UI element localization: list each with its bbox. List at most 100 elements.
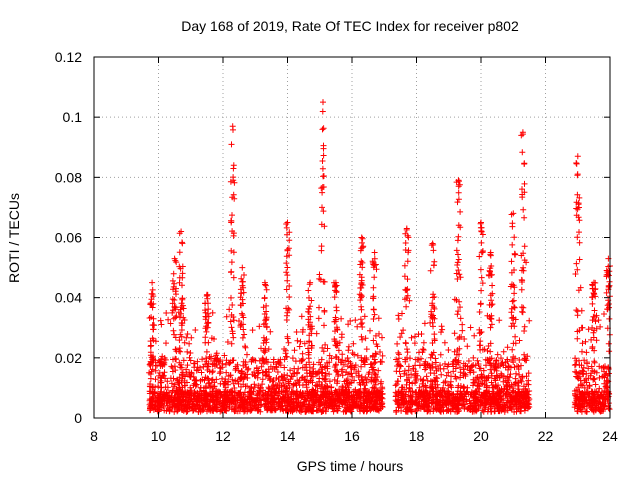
data-point — [450, 368, 457, 375]
data-point — [477, 266, 484, 273]
data-point — [151, 403, 158, 410]
data-point — [284, 264, 291, 271]
data-point — [358, 239, 365, 246]
data-point — [492, 408, 498, 415]
data-point — [412, 389, 419, 396]
data-point — [487, 249, 494, 256]
data-point — [585, 326, 592, 333]
data-point — [324, 384, 330, 391]
data-point — [488, 297, 495, 304]
data-point — [184, 331, 191, 337]
data-point — [168, 380, 175, 387]
data-point — [315, 315, 322, 322]
data-point — [294, 337, 301, 344]
data-point — [518, 286, 525, 293]
data-point — [453, 405, 460, 412]
data-point — [522, 357, 529, 364]
data-point — [343, 369, 349, 376]
data-point — [167, 375, 174, 382]
data-point — [333, 289, 340, 296]
data-point — [359, 264, 366, 271]
data-point — [236, 318, 242, 324]
data-point — [168, 392, 175, 399]
data-point — [347, 317, 354, 324]
data-point — [162, 356, 169, 363]
data-point — [372, 371, 379, 378]
data-point — [457, 315, 464, 322]
data-point — [596, 374, 603, 381]
x-tick-label: 24 — [602, 428, 618, 444]
data-point — [255, 402, 262, 408]
data-point — [200, 388, 207, 395]
data-point — [318, 409, 325, 415]
data-point — [240, 314, 247, 321]
data-point — [222, 392, 229, 399]
data-point — [159, 353, 166, 360]
data-point — [260, 340, 267, 346]
data-point — [345, 347, 352, 354]
data-point — [453, 247, 460, 254]
data-point — [284, 246, 291, 253]
data-point — [450, 391, 457, 398]
data-point — [297, 338, 304, 345]
data-point — [454, 408, 461, 415]
data-point — [228, 247, 235, 254]
data-point — [319, 408, 326, 415]
data-point — [223, 313, 230, 320]
data-point — [176, 249, 183, 256]
data-point — [392, 382, 399, 389]
data-point — [195, 403, 201, 410]
data-point — [290, 381, 297, 388]
data-point — [227, 372, 234, 379]
y-tick-label: 0.12 — [55, 49, 82, 65]
data-point — [308, 323, 315, 330]
data-point — [336, 403, 343, 410]
data-point — [227, 318, 234, 325]
data-point — [393, 381, 400, 388]
data-point — [303, 408, 310, 415]
data-point — [479, 231, 486, 238]
data-point — [356, 379, 363, 386]
data-point — [230, 230, 237, 237]
data-point — [178, 310, 184, 317]
data-point — [228, 269, 234, 276]
data-point — [595, 389, 602, 396]
data-point — [441, 339, 448, 346]
data-point — [454, 276, 461, 282]
data-point — [324, 345, 331, 352]
data-point — [486, 356, 493, 362]
data-point — [455, 267, 462, 274]
data-point — [498, 388, 505, 395]
data-point — [184, 362, 191, 369]
data-point — [477, 300, 484, 307]
data-point — [307, 319, 313, 326]
data-point — [287, 367, 294, 374]
data-point — [454, 259, 461, 266]
data-point — [521, 351, 528, 358]
data-point — [261, 349, 268, 356]
data-point — [315, 403, 322, 410]
data-point — [269, 391, 276, 398]
data-point — [500, 373, 507, 380]
data-point — [369, 259, 376, 266]
data-point — [485, 271, 492, 278]
data-point — [601, 311, 607, 317]
data-point — [266, 377, 273, 384]
data-point — [229, 398, 235, 405]
data-point — [219, 403, 226, 409]
data-point — [280, 394, 287, 401]
data-point — [595, 317, 602, 324]
data-point — [478, 329, 485, 335]
data-point — [190, 407, 197, 413]
data-point — [187, 357, 194, 364]
data-point — [574, 171, 581, 178]
data-point — [197, 377, 204, 384]
data-point — [396, 402, 403, 409]
data-point — [370, 366, 377, 373]
data-point — [412, 408, 419, 415]
data-point — [307, 377, 314, 384]
data-point — [511, 234, 518, 241]
data-point — [603, 273, 610, 280]
data-point — [520, 304, 527, 311]
data-point — [524, 400, 530, 407]
